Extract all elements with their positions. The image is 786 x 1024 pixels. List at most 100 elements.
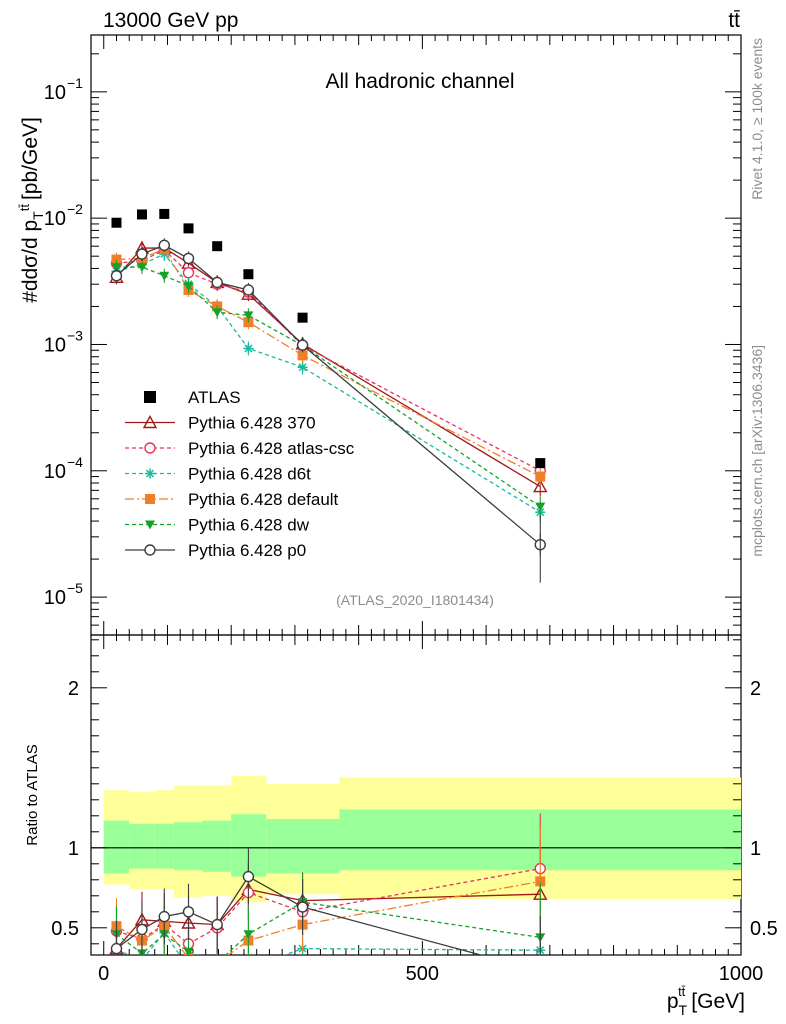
- x-axis-label-sup: tt̄: [678, 984, 686, 999]
- side-label-mcplots: mcplots.cern.ch [arXiv:1306.3436]: [749, 345, 765, 557]
- legend-marker-series-5: [144, 544, 156, 556]
- x-tick-label: 500: [406, 963, 439, 985]
- main-point-series-5: [136, 248, 148, 260]
- marker-stroke: [138, 956, 145, 963]
- chart-title: All hadronic channel: [325, 70, 514, 93]
- data-point-atlas: [136, 209, 147, 220]
- main-point-series-5: [296, 339, 309, 351]
- y-tick-exponent: −1: [67, 75, 83, 91]
- data-point-atlas: [111, 217, 122, 228]
- ratio-y-axis-label: Ratio to ATLAS: [24, 744, 41, 845]
- ratio-point-series-2: [243, 963, 253, 973]
- ratio-point-series-5: [158, 910, 170, 923]
- band-inner-6: [266, 819, 340, 874]
- marker-stroke: [138, 956, 145, 963]
- main-line-series-4: [116, 266, 541, 508]
- main-point-series-0: [533, 479, 548, 493]
- ratio-point-series-5: [242, 870, 255, 883]
- y-tick-exponent: −2: [67, 201, 83, 217]
- main-point-series-4: [136, 263, 147, 273]
- main-point-series-4: [535, 502, 546, 512]
- ratio-point-series-2: [138, 954, 145, 963]
- y-tick-exponent: −4: [67, 454, 83, 470]
- data-point-atlas: [243, 269, 254, 280]
- y-tick-label: 10: [44, 334, 66, 356]
- header-right: tt̄: [728, 9, 740, 32]
- ratio-tick-label-right: 0.5: [750, 918, 778, 940]
- ratio-point-series-5: [136, 923, 148, 936]
- header-left: 13000 GeV pp: [103, 9, 238, 32]
- ratio-series-layer: [109, 813, 548, 981]
- legend-marker-series-0: [142, 415, 158, 429]
- ratio-point-series-5: [296, 901, 309, 913]
- y-axis-label-sub: T: [30, 211, 46, 220]
- svg-text:#ddσ/d pTtt̄[pb/GeV]: #ddσ/d pTtt̄ [pb/GeV]: [17, 117, 46, 303]
- ratio-point-series-5: [182, 906, 195, 918]
- x-axis-label-sub: T: [679, 1002, 688, 1018]
- marker-stroke: [214, 972, 221, 979]
- data-point-atlas: [159, 208, 170, 219]
- marker-stroke: [185, 964, 192, 971]
- legend-label-series-5: Pythia 6.428 p0: [188, 541, 306, 560]
- main-point-series-4: [159, 271, 170, 281]
- main-line-series-2: [116, 253, 541, 513]
- marker-stroke: [244, 344, 253, 353]
- legend-marker-series-1: [144, 442, 156, 454]
- main-point-series-5: [242, 284, 255, 296]
- ratio-point-series-3: [212, 958, 222, 968]
- main-point-series-2: [243, 343, 254, 354]
- main-point-series-4: [183, 282, 194, 292]
- legend-label-series-2: Pythia 6.428 d6t: [188, 465, 311, 484]
- y-tick-label: 10: [44, 587, 66, 609]
- x-axis-label: pTtt̄ [GeV]: [667, 984, 745, 1018]
- y-tick-exponent: −5: [67, 580, 83, 596]
- ratio-series-clipped: [109, 813, 548, 981]
- y-axis-label-main: dσ/d p: [19, 220, 42, 280]
- main-point-series-2: [297, 362, 308, 373]
- legend-marker-series-3: [145, 494, 155, 504]
- svg-text:pTtt̄[GeV]: pTtt̄ [GeV]: [667, 984, 745, 1018]
- ratio-point-series-3: [535, 876, 546, 887]
- marker-stroke: [145, 469, 155, 478]
- ratio-line-series-3: [116, 880, 541, 955]
- band-inner-0: [103, 820, 130, 874]
- legend-label-series-4: Pythia 6.428 dw: [188, 516, 310, 535]
- ratio-point-series-4: [183, 947, 194, 955]
- main-series-layer: [109, 208, 548, 583]
- y-tick-label: 10: [44, 208, 66, 230]
- main-axis-ticks: 10−510−410−310−210−1: [44, 35, 742, 635]
- y-tick-label: 10: [44, 461, 66, 483]
- ratio-point-series-4: [212, 959, 222, 968]
- legend-marker-series-4: [145, 520, 155, 530]
- legend-label-series-0: Pythia 6.428 370: [188, 414, 316, 433]
- marker-stroke: [185, 964, 192, 971]
- main-point-series-5: [182, 252, 195, 265]
- y-tick-exponent: −3: [67, 327, 83, 343]
- main-point-series-4: [243, 311, 254, 321]
- marker-stroke: [214, 972, 221, 979]
- ratio-point-series-5: [211, 918, 223, 931]
- ratio-tick-label-right: 2: [750, 678, 761, 700]
- ratio-tick-label-right: 1: [750, 838, 761, 860]
- analysis-id: (ATLAS_2020_I1801434): [336, 592, 494, 608]
- main-point-series-3: [111, 254, 122, 265]
- y-axis-label-unit: [pb/GeV]: [19, 117, 42, 200]
- marker-stroke: [245, 964, 252, 971]
- band-inner-3: [173, 822, 203, 871]
- x-tick-label: 0: [98, 963, 109, 985]
- x-tick-label: 1000: [719, 963, 764, 985]
- ratio-tick-label: 1: [68, 838, 79, 860]
- marker-stroke: [298, 363, 307, 372]
- legend-label-atlas: ATLAS: [188, 388, 241, 407]
- ratio-point-series-4: [243, 930, 254, 940]
- main-point-series-5: [158, 239, 170, 251]
- ratio-axis-ticks: 0 500 1000 0.5 0.5 1 1 2 2: [51, 635, 778, 985]
- main-point-series-4: [212, 308, 223, 318]
- x-axis-label-main: p: [667, 990, 679, 1013]
- ratio-tick-label: 2: [68, 678, 79, 700]
- main-point-series-3: [297, 350, 308, 361]
- ratio-point-series-2: [212, 971, 222, 981]
- data-point-atlas: [297, 312, 308, 323]
- data-point-atlas: [183, 223, 194, 234]
